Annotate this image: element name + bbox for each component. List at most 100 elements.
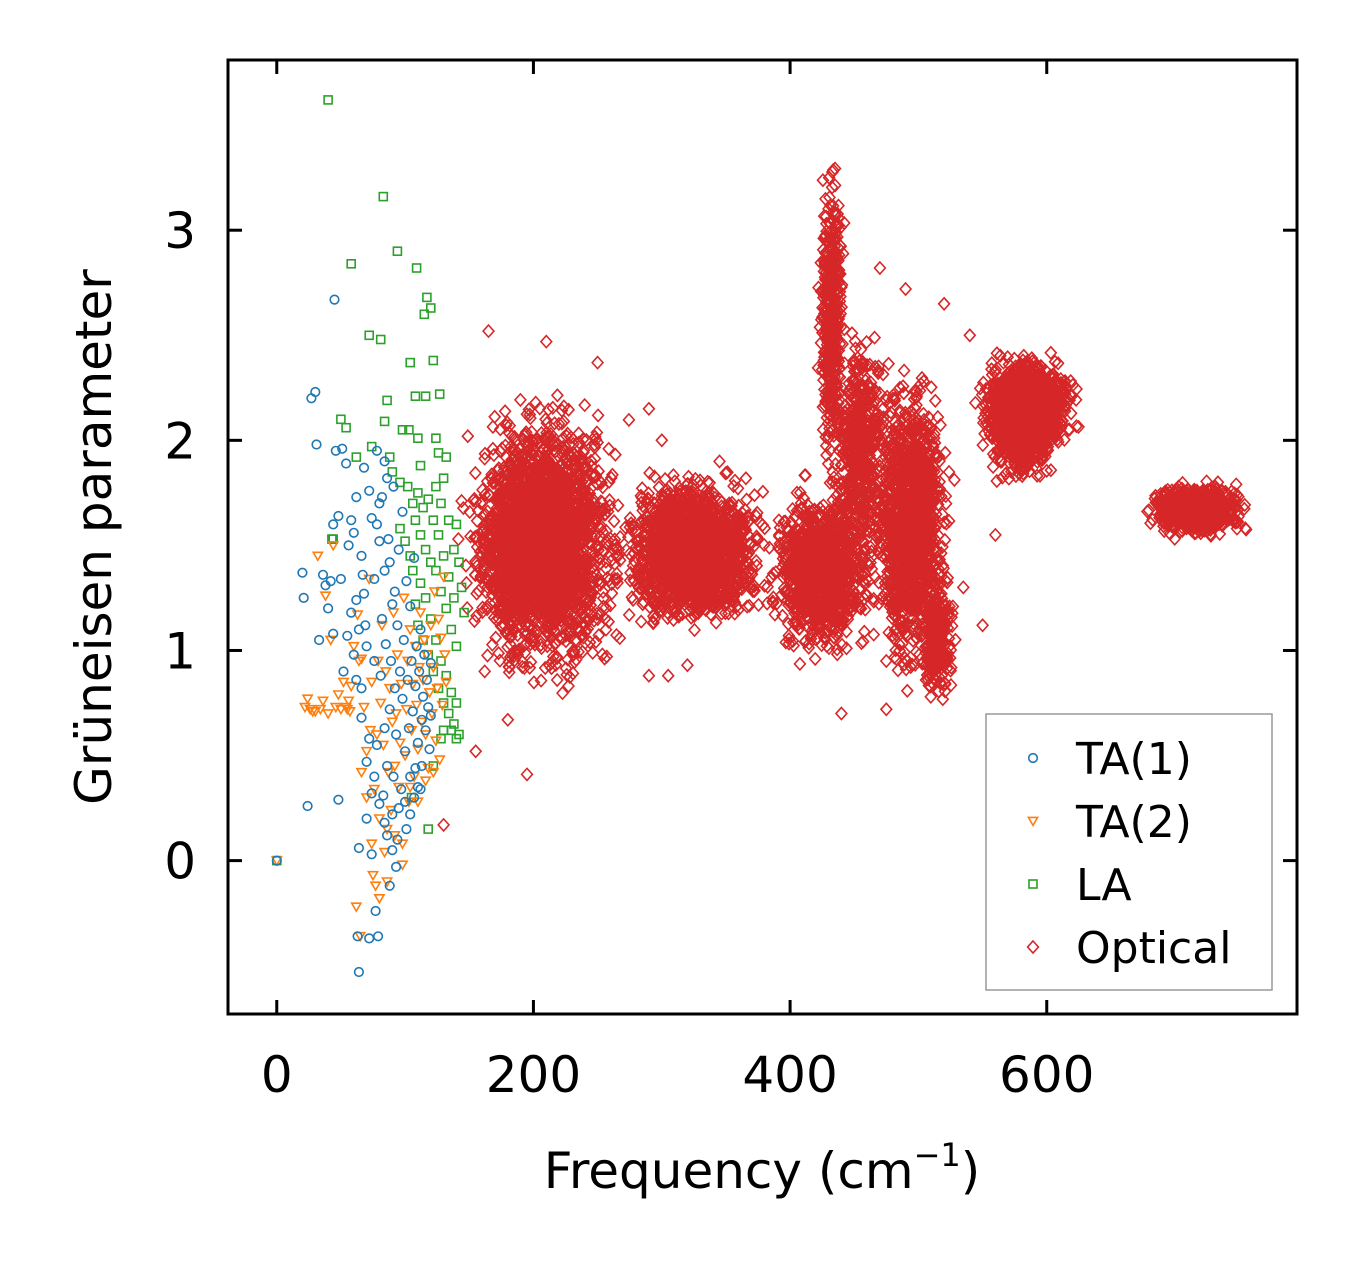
optical-point [539, 525, 553, 541]
optical-point [709, 615, 723, 630]
optical-point [562, 678, 575, 694]
optical-point [539, 472, 553, 487]
optical-point [643, 599, 657, 615]
optical-point [480, 474, 494, 489]
optical-point [596, 524, 610, 540]
optical-point [590, 425, 604, 440]
optical-point [533, 401, 547, 416]
optical-point [636, 597, 650, 612]
optical-point [508, 442, 522, 457]
optical-point [503, 559, 517, 574]
optical-point [612, 542, 626, 557]
optical-point [602, 441, 616, 456]
optical-point [557, 600, 571, 615]
optical-point [478, 664, 492, 679]
optical-point [574, 601, 587, 617]
optical-point [526, 574, 540, 590]
optical-point [520, 636, 534, 651]
optical-point [478, 446, 492, 461]
optical-point [577, 564, 591, 579]
optical-point [474, 569, 488, 584]
optical-point [483, 596, 497, 611]
optical-point [487, 556, 500, 571]
optical-point [501, 529, 515, 544]
optical-point [541, 593, 555, 608]
optical-point [531, 490, 545, 505]
optical-point [509, 552, 522, 567]
optical-point [504, 439, 518, 455]
optical-point [580, 597, 594, 612]
optical-point [561, 557, 575, 572]
optical-point [491, 463, 505, 478]
optical-point [557, 579, 571, 594]
optical-point [502, 507, 516, 523]
optical-point [522, 402, 536, 417]
optical-point [534, 599, 548, 615]
optical-point [485, 519, 499, 535]
optical-point [571, 621, 585, 636]
optical-point [539, 412, 553, 427]
optical-point [583, 635, 597, 650]
optical-point [525, 439, 539, 454]
optical-point [550, 388, 564, 403]
optical-point [498, 404, 512, 419]
optical-point [521, 547, 535, 562]
optical-point [597, 507, 611, 522]
optical-point [552, 416, 566, 432]
optical-point [623, 511, 637, 526]
optical-point [515, 461, 529, 476]
optical-point [602, 614, 616, 629]
optical-point [485, 540, 499, 555]
optical-point [489, 582, 503, 597]
optical-point [599, 600, 613, 615]
optical-point [562, 566, 576, 582]
optical-point [521, 563, 534, 579]
optical-point [550, 672, 564, 688]
optical-point [486, 441, 500, 456]
optical-point [520, 603, 534, 618]
optical-point [593, 577, 607, 592]
optical-point [623, 573, 637, 588]
optical-point [647, 595, 661, 610]
optical-point [506, 445, 520, 461]
optical-point [556, 685, 569, 701]
optical-point [740, 599, 754, 614]
optical-point [587, 613, 601, 628]
optical-point [558, 562, 571, 577]
optical-point [544, 554, 558, 569]
optical-point [622, 412, 636, 428]
optical-point [536, 505, 550, 520]
optical-point [605, 467, 619, 482]
optical-point [527, 514, 541, 529]
optical-point [487, 540, 501, 555]
optical-point [504, 619, 518, 634]
optical-point [555, 524, 569, 539]
optical-point [478, 487, 492, 502]
optical-point [510, 573, 524, 588]
optical-point [499, 586, 513, 601]
optical-point [533, 522, 547, 537]
optical-point [519, 618, 532, 633]
optical-point [575, 521, 589, 536]
optical-point [545, 661, 558, 676]
optical-point [592, 550, 605, 566]
optical-point [455, 493, 469, 509]
optical-point [542, 544, 556, 559]
optical-point [605, 586, 619, 601]
optical-point [519, 457, 533, 472]
optical-point [498, 482, 512, 498]
optical-point [731, 481, 745, 496]
optical-point [540, 558, 554, 573]
optical-point [476, 600, 490, 615]
optical-point [562, 626, 576, 642]
optical-point [758, 578, 771, 593]
optical-point [610, 566, 624, 581]
optical-point [476, 522, 490, 538]
optical-point [527, 634, 541, 649]
optical-point [730, 599, 744, 614]
optical-point [600, 649, 614, 664]
optical-point [648, 469, 661, 484]
optical-point [553, 514, 566, 529]
optical-point [481, 648, 494, 663]
